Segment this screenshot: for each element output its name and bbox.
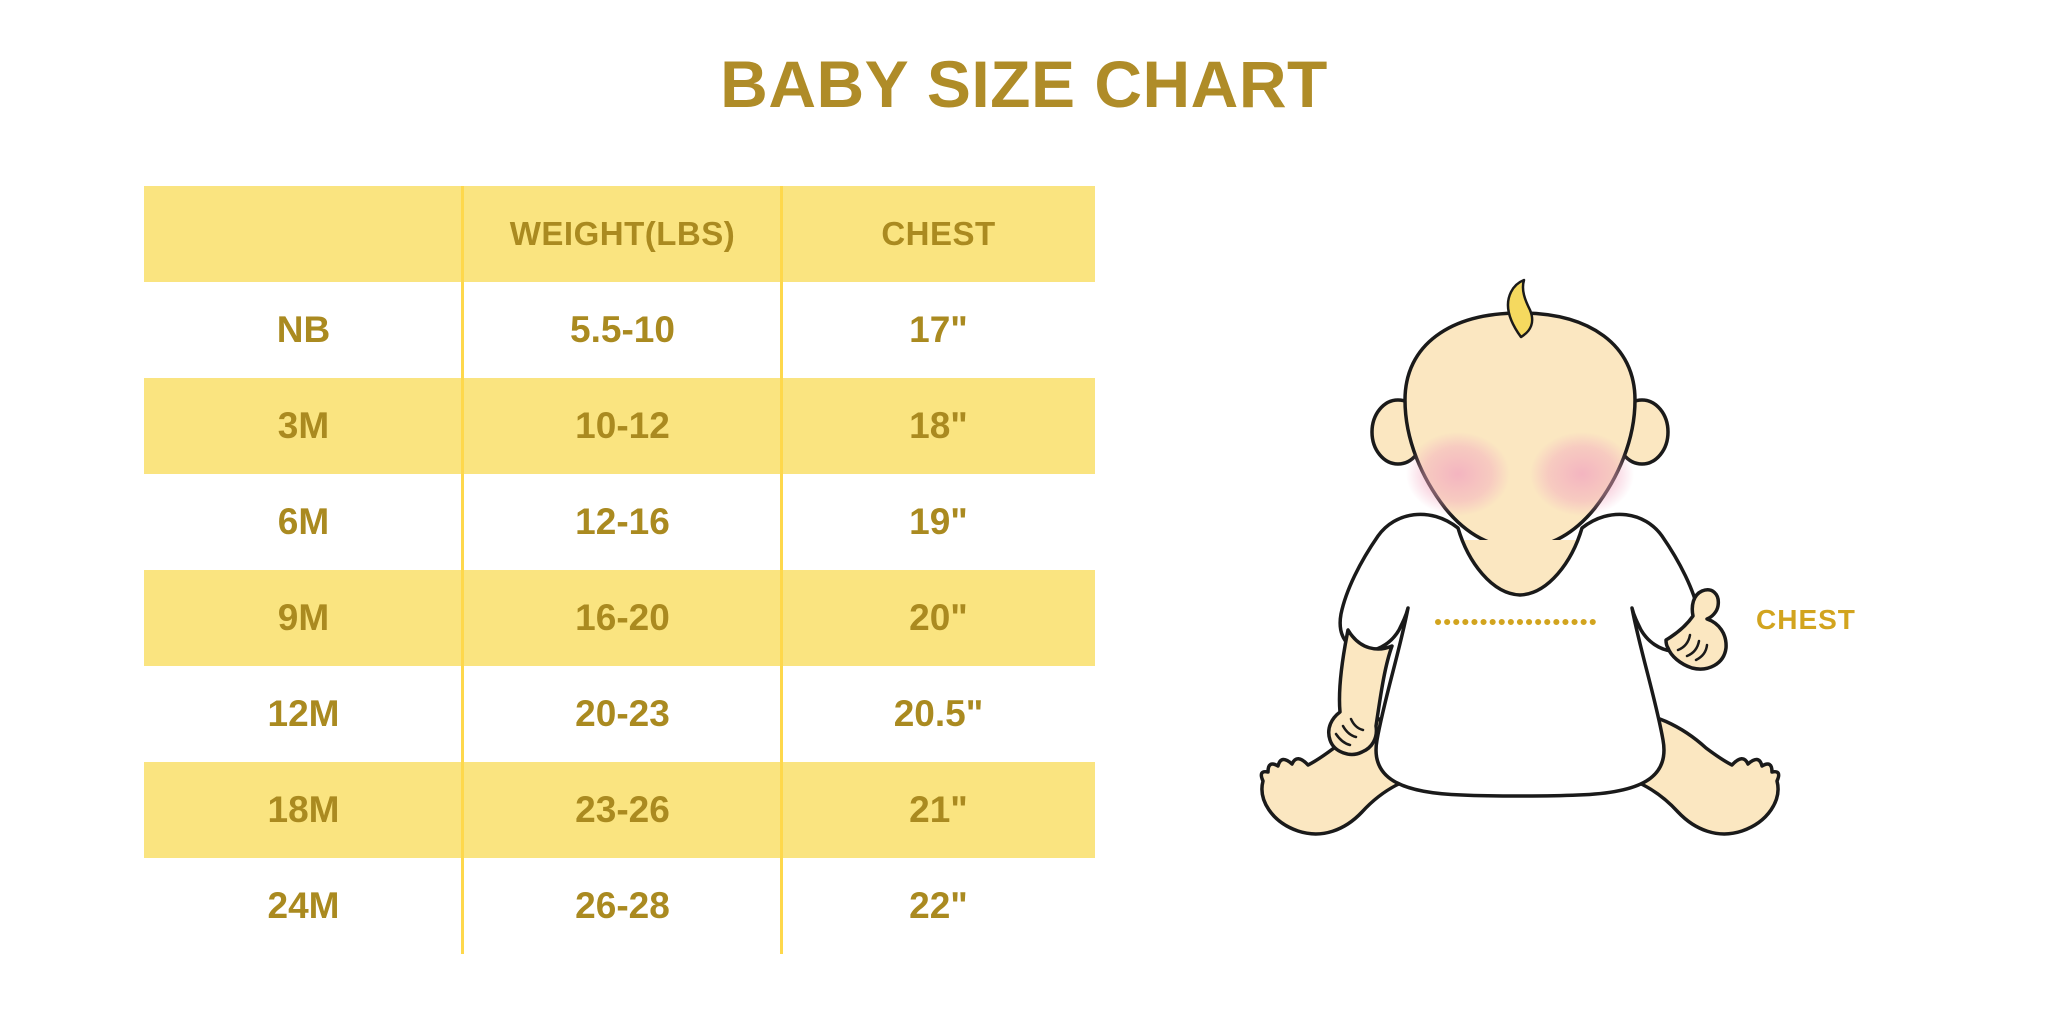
table-body: NB 5.5-10 17" 3M 10-12 18" 6M 12-16 19" 9M 16-20 20… <box>144 282 1095 954</box>
table-row: 18M 23-26 21" <box>144 762 1095 858</box>
baby-neck <box>1460 540 1580 597</box>
baby-neck-outline <box>1458 541 1582 599</box>
table-cell: 16-20 <box>575 597 670 638</box>
baby-ears <box>1370 398 1670 466</box>
table-cell: 20-23 <box>575 693 670 734</box>
table-cell: 26-28 <box>575 885 670 926</box>
chest-measurement-label: CHEST <box>1756 604 1856 635</box>
table-cell: 9M <box>277 597 330 638</box>
table-header-cell: CHEST <box>881 215 996 252</box>
table-header-cell: WEIGHT(LBS) <box>509 215 736 252</box>
table-row: 24M 26-28 22" <box>144 858 1095 954</box>
table-cell: 18M <box>267 789 340 830</box>
table-row: 3M 10-12 18" <box>144 378 1095 474</box>
table-cell: 5.5-10 <box>570 309 675 350</box>
hair-curl-icon <box>1506 278 1534 339</box>
table-row: 9M 16-20 20" <box>144 570 1095 666</box>
table-cell: 10-12 <box>575 405 670 446</box>
table-cell: 12-16 <box>575 501 670 542</box>
table-cell: 18" <box>909 405 968 446</box>
baby-right-arm <box>1664 588 1728 671</box>
table-cell: 19" <box>909 501 968 542</box>
table-cell: 17" <box>909 309 968 350</box>
baby-left-arm <box>1327 628 1394 757</box>
column-divider <box>461 186 464 954</box>
table-cell: 12M <box>267 693 340 734</box>
column-divider <box>780 186 783 954</box>
table-cell: 23-26 <box>575 789 670 830</box>
table-cell: 21" <box>909 789 968 830</box>
baby-shirt <box>1338 512 1702 798</box>
table-row: 6M 12-16 19" <box>144 474 1095 570</box>
table-row: NB 5.5-10 17" <box>144 282 1095 378</box>
table-cell: 22" <box>909 885 968 926</box>
baby-legs <box>1259 708 1781 836</box>
table-cell: 20.5" <box>893 693 984 734</box>
page-title: BABY SIZE CHART <box>720 47 1328 121</box>
table-cell: 24M <box>267 885 340 926</box>
table-header-row: WEIGHT(LBS) CHEST <box>144 186 1095 282</box>
baby-head <box>1403 311 1637 550</box>
baby-size-table: WEIGHT(LBS) CHEST NB 5.5-10 17" 3M 10-12 18" 6… <box>144 186 1095 954</box>
table-cell: 6M <box>277 501 330 542</box>
table-row: 12M 20-23 20.5" <box>144 666 1095 762</box>
table-cell: NB <box>276 309 331 350</box>
baby-cheeks <box>1406 432 1634 516</box>
table-cell: 20" <box>909 597 968 638</box>
table-cell: 3M <box>277 405 330 446</box>
